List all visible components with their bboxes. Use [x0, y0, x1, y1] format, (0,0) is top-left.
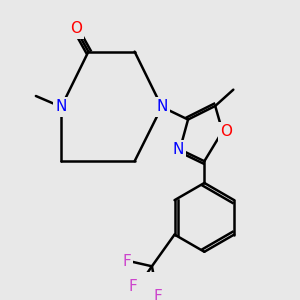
Text: F: F	[122, 254, 131, 269]
Text: O: O	[220, 124, 232, 139]
Text: F: F	[128, 279, 137, 294]
Text: F: F	[154, 289, 163, 300]
Text: O: O	[70, 22, 82, 37]
Text: N: N	[156, 99, 167, 114]
Text: N: N	[172, 142, 184, 157]
Text: N: N	[56, 99, 67, 114]
